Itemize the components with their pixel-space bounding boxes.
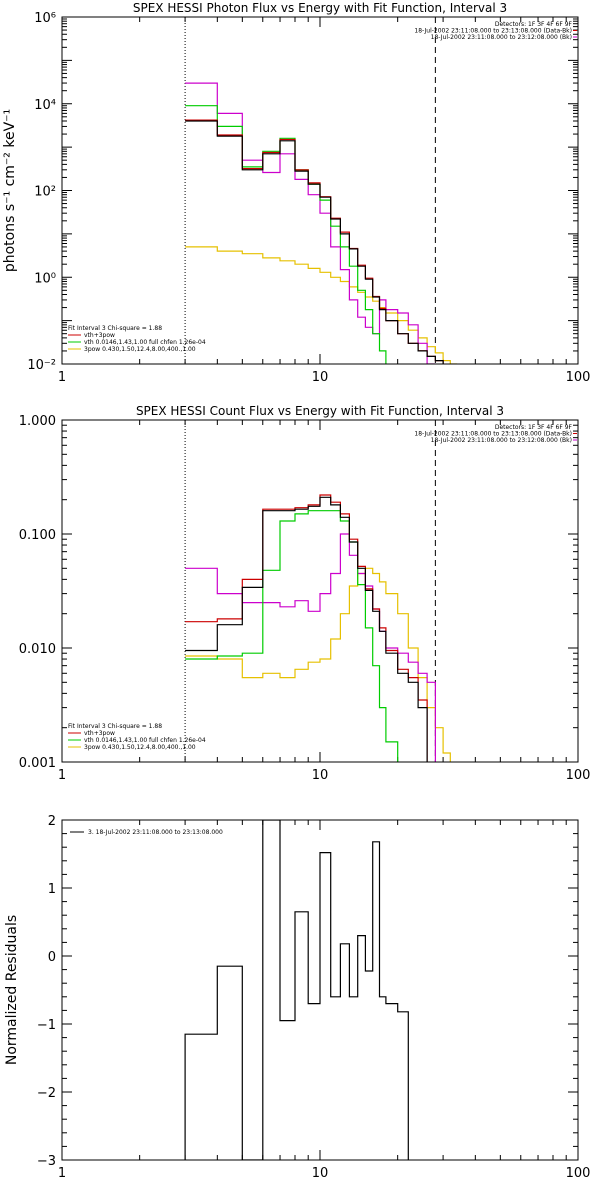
count-flux-panel: SPEX HESSI Count Flux vs Energy with Fit… xyxy=(19,404,591,783)
legend-entry: 3pow 0.430,1.50,12.4,8.00,400.,1.00 xyxy=(84,346,196,353)
legend-entry: vth+3pow xyxy=(84,730,115,737)
residuals-panel: Normalized Residuals 1 10 100 −3 −2 −1 0 1 2 3. 18… xyxy=(4,814,590,1181)
header-line: 18-Jul-2002 23:11:08.000 to 23:13:08.000… xyxy=(414,431,572,438)
header-line: Detectors: 1F 3F 4F 6F 9F xyxy=(495,424,573,431)
series-total-line xyxy=(184,820,409,1160)
y-tick-label: 10⁰ xyxy=(34,271,56,286)
y-axis-label: photons s⁻¹ cm⁻² keV⁻¹ xyxy=(2,109,18,272)
header-line: Detectors: 1F 3F 4F 6F 9F xyxy=(495,21,573,28)
x-tick-label: 100 xyxy=(566,1166,591,1181)
y-tick-label: 0.010 xyxy=(19,642,56,657)
legend-entry: Fit Interval 3 Chi-square = 1.88 xyxy=(68,723,162,730)
x-tick-label: 10 xyxy=(312,768,329,783)
y-tick-label: 1.000 xyxy=(19,414,56,429)
header-line: 18-Jul-2002 23:11:08.000 to 23:12:08.000… xyxy=(431,437,572,444)
header-line: 18-Jul-2002 23:11:08.000 to 23:12:08.000… xyxy=(431,34,572,41)
legend-entry: vth+3pow xyxy=(84,332,115,339)
series-combined-line xyxy=(185,494,428,762)
x-tick-label: 1 xyxy=(58,768,66,783)
y-tick-label: 0.001 xyxy=(19,756,56,771)
header-line: 18-Jul-2002 23:11:08.000 to 23:13:08.000… xyxy=(414,28,572,35)
legend-entry: Fit Interval 3 Chi-square = 1.88 xyxy=(68,325,162,332)
x-tick-label: 10 xyxy=(312,1166,329,1181)
x-tick-label: 100 xyxy=(566,768,591,783)
series-data-line xyxy=(185,82,436,364)
legend-entry: vth 0.0146,1.43,1.00 full chfen 1.26e-04 xyxy=(84,339,206,346)
plot-title: SPEX HESSI Count Flux vs Energy with Fit… xyxy=(136,404,504,418)
legend-entry: 3. 18-Jul-2002 23:11:08.000 to 23:13:08.… xyxy=(88,829,223,836)
legend-entry: 3pow 0.430,1.50,12.4,8.00,400.,1.00 xyxy=(84,744,196,751)
y-tick-label: 10⁴ xyxy=(34,98,56,113)
series-power-law-line xyxy=(185,246,458,364)
series-total-line xyxy=(185,496,428,762)
series-combined-line xyxy=(185,119,444,364)
series-total-line xyxy=(185,120,444,364)
photon-flux-panel: SPEX HESSI Photon Flux vs Energy with Fi… xyxy=(2,1,590,385)
plot-title: SPEX HESSI Photon Flux vs Energy with Fi… xyxy=(133,1,507,15)
y-tick-label: 2 xyxy=(48,814,56,829)
x-tick-label: 1 xyxy=(58,370,66,385)
y-tick-label: −1 xyxy=(37,1018,56,1033)
series-power-law-line xyxy=(185,567,451,762)
y-tick-label: 10⁻² xyxy=(27,358,56,373)
y-tick-label: 1 xyxy=(48,882,56,897)
y-tick-label: −2 xyxy=(37,1086,56,1101)
series-thermal-line xyxy=(185,105,387,364)
y-axis-label: Normalized Residuals xyxy=(4,915,20,1065)
y-tick-label: 0.100 xyxy=(19,528,56,543)
legend-entry: vth 0.0146,1.43,1.00 full chfen 1.26e-04 xyxy=(84,737,206,744)
plot-frame xyxy=(61,419,579,763)
x-tick-label: 1 xyxy=(58,1166,66,1181)
x-tick-label: 100 xyxy=(566,370,591,385)
plot-frame xyxy=(61,819,579,1161)
y-tick-label: −3 xyxy=(37,1154,56,1169)
plot-frame xyxy=(61,16,579,365)
y-tick-label: 10⁶ xyxy=(34,11,56,26)
x-tick-label: 10 xyxy=(312,370,329,385)
series-data-line xyxy=(185,533,436,762)
y-tick-label: 10² xyxy=(34,185,56,200)
y-tick-label: 0 xyxy=(48,950,56,965)
